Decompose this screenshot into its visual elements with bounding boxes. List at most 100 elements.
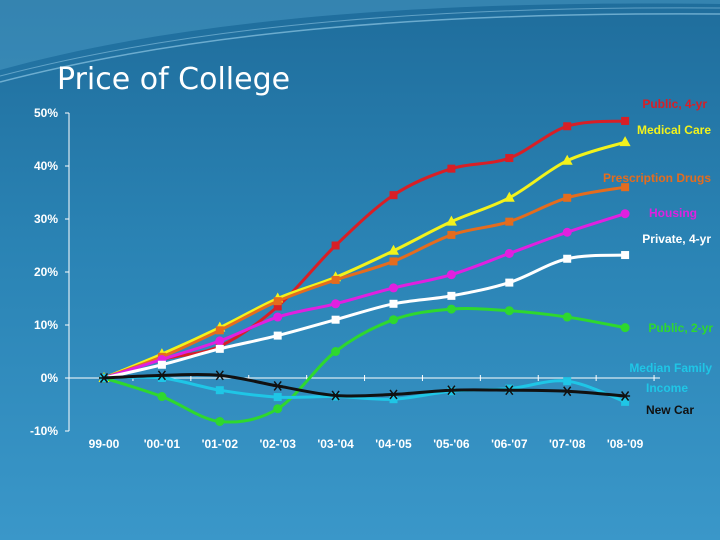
data-point [272,380,283,391]
series-label: Private, 4-yr [642,232,711,246]
series-label: Public, 2-yr [648,321,713,335]
series-label: Median Family [629,361,712,375]
data-point [620,323,630,333]
x-tick-label: '08-'09 [607,437,644,451]
x-tick-label: 99-00 [89,437,120,451]
data-point [621,116,630,125]
data-point [389,283,398,293]
data-point [273,331,282,340]
x-tick-label: '05-'06 [433,437,470,451]
series-label: New Car [646,403,694,417]
series-line [103,212,626,380]
series-label: Prescription Drugs [603,171,711,185]
data-point [156,370,167,381]
data-point [99,373,109,383]
y-tick-label: 50% [34,106,58,120]
data-point [273,302,282,311]
data-point [563,122,572,131]
data-point [503,191,515,202]
data-point [215,416,225,426]
x-tick-label: '07-'08 [549,437,586,451]
series-line [103,185,626,380]
series-label: Income [646,381,688,395]
y-tick-label: -10% [30,424,58,438]
x-tick-label: '00-'01 [144,437,181,451]
data-point [561,154,573,165]
series-line [103,140,626,380]
data-point [388,389,399,400]
data-point [215,326,224,335]
y-tick-label: 20% [34,265,58,279]
data-point [446,270,456,280]
data-point [273,404,283,414]
series-label: Public, 4-yr [642,97,707,111]
x-tick-label: '01-'02 [202,437,239,451]
data-point [331,347,341,356]
data-point [445,215,457,226]
x-tick-label: '04-'05 [375,437,412,451]
data-point [562,227,572,237]
x-tick-label: '03-'04 [317,437,354,451]
x-tick-label: '02-'03 [259,437,296,451]
data-point [446,304,456,314]
series-labels: Public, 4-yr Medical Care Prescription Dru… [603,97,713,417]
data-point [447,291,456,300]
series-line [103,372,626,398]
data-point [331,275,340,284]
data-point [621,397,630,406]
x-tick-labels: 99-00 '00-'01 '01-'02 '02-'03 '03-'04 '04-'05… [89,375,655,451]
data-point [273,393,282,402]
slide-title: Price of College [57,62,291,97]
data-point [215,344,224,353]
data-point [562,386,573,397]
data-point [447,230,456,239]
y-tick-labels: 50% 40% 30% 20% 10% 0% -10% [30,106,69,438]
data-point [215,336,225,346]
data-point [273,312,283,322]
y-tick-label: 30% [34,212,58,226]
data-point [504,385,515,396]
series-line [103,375,626,404]
data-point [388,244,399,255]
data-point [215,386,224,395]
y-tick-label: 40% [34,159,58,173]
data-point [330,390,341,401]
series-medical-care [98,136,631,382]
data-point [273,297,282,306]
data-point [214,370,225,381]
data-point [505,384,514,393]
data-point [446,385,457,396]
data-point [389,315,398,325]
x-tick-label: '06-'07 [491,437,528,451]
y-tick-label: 10% [34,318,58,332]
data-point [505,154,514,163]
data-point [331,315,340,324]
data-point [331,241,340,250]
data-point [157,374,166,382]
data-point [389,395,398,404]
data-point [562,312,572,322]
y-tick-label: 0% [41,371,59,385]
data-point [505,217,514,226]
data-point [331,299,341,309]
data-point [563,193,572,202]
data-point [505,278,514,287]
series-prescription-drugs [100,183,630,382]
series-public-2-yr [99,304,630,426]
decorative-swoosh [0,0,720,83]
data-point [157,392,167,402]
data-point [621,183,630,192]
data-point [389,191,398,200]
data-point [563,377,572,386]
data-point [620,209,630,219]
data-point [447,164,456,173]
series-new-car [99,370,631,401]
data-point [619,136,631,147]
series-public-4-yr [100,116,630,382]
data-point [157,360,166,369]
series-line [103,253,626,380]
series-line [103,119,626,380]
data-point [621,251,630,260]
series-label: Medical Care [637,123,711,137]
